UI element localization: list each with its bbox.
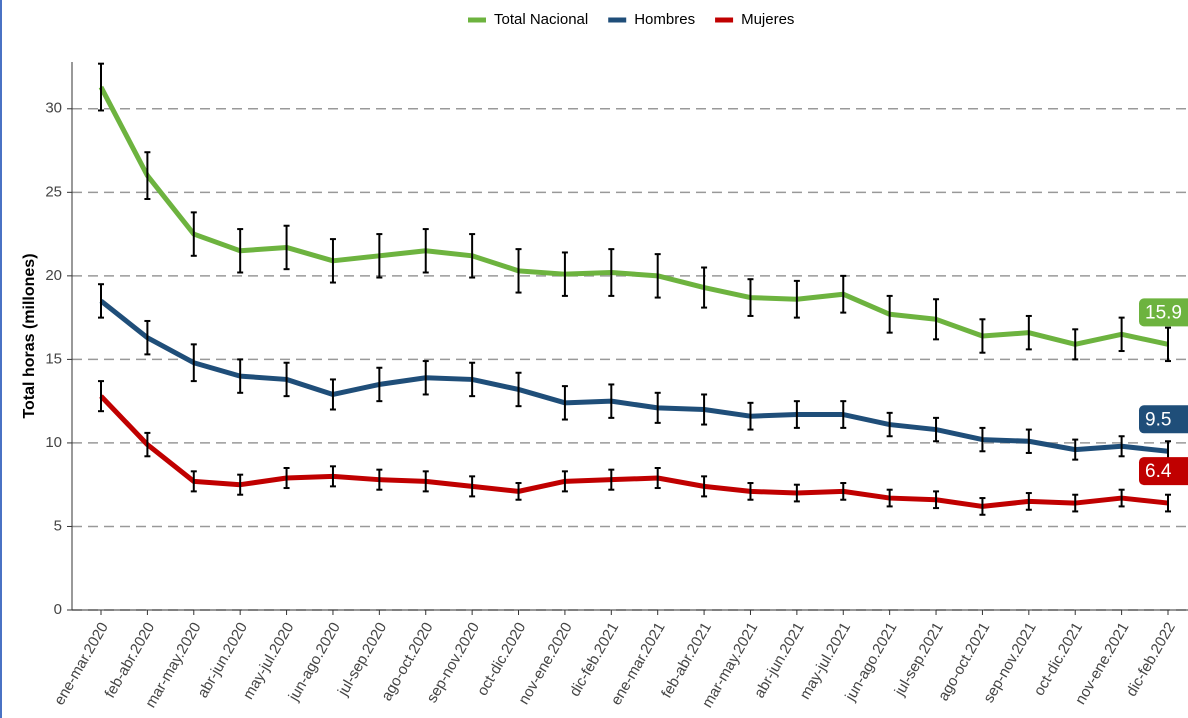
error-bar <box>1072 328 1079 361</box>
error-bar <box>469 233 476 279</box>
error-bar <box>793 400 800 429</box>
error-bar <box>747 401 754 431</box>
x-tick-label: dic-feb.2022 <box>1123 619 1179 699</box>
error-bar <box>608 248 615 297</box>
error-bar <box>608 468 615 491</box>
error-bar <box>98 380 104 413</box>
y-tick-label: 25 <box>45 183 62 200</box>
y-tick-label: 20 <box>45 267 62 284</box>
error-bar <box>747 482 754 501</box>
error-bar <box>376 233 383 279</box>
error-bar <box>515 248 522 294</box>
y-tick-label: 15 <box>45 350 62 367</box>
error-bar <box>283 466 290 490</box>
legend-label: Mujeres <box>741 11 794 28</box>
error-bar <box>144 319 151 356</box>
error-bar <box>840 482 847 501</box>
y-axis-label: Total horas (millones) <box>21 253 38 418</box>
error-bar <box>98 62 104 112</box>
error-bar <box>469 475 476 498</box>
error-bar <box>376 366 383 403</box>
error-bar <box>1165 326 1171 363</box>
error-bar <box>144 431 151 458</box>
end-label-box <box>1139 298 1188 327</box>
error-bar <box>190 211 197 257</box>
error-bar <box>237 358 244 394</box>
error-bar <box>933 416 940 443</box>
error-bar <box>979 426 986 453</box>
error-bar <box>793 483 800 503</box>
error-bar <box>237 228 244 274</box>
error-bar <box>1118 435 1125 458</box>
error-bar <box>1072 438 1079 461</box>
error-bar <box>1118 316 1125 353</box>
error-bar <box>144 151 151 200</box>
legend-label: Total Nacional <box>494 11 588 28</box>
error-bar <box>701 475 708 498</box>
error-bar <box>422 470 429 493</box>
error-bar <box>979 318 986 354</box>
error-bar <box>747 278 754 317</box>
error-bar <box>376 468 383 491</box>
error-bar <box>422 360 429 396</box>
end-label: 9.5 <box>1145 409 1171 430</box>
error-bar <box>283 361 290 398</box>
error-bar <box>654 391 661 424</box>
error-bar <box>190 470 197 493</box>
error-bar <box>608 383 615 419</box>
end-label-box <box>1139 405 1188 434</box>
series-line <box>98 85 1169 347</box>
error-bar <box>886 411 893 438</box>
error-bar <box>1025 314 1032 351</box>
error-bar <box>1165 493 1171 513</box>
error-bar <box>515 371 522 408</box>
error-bar <box>1072 493 1079 513</box>
error-bar <box>469 361 476 398</box>
end-label-box <box>1139 457 1188 486</box>
error-bar <box>561 251 568 297</box>
error-bar <box>515 482 522 501</box>
error-bar <box>561 385 568 421</box>
y-tick-label: 0 <box>54 601 62 618</box>
error-bar <box>840 274 847 314</box>
error-bar <box>701 266 708 309</box>
error-bar <box>1118 488 1125 508</box>
series-line <box>99 394 1169 509</box>
error-bar <box>701 393 708 426</box>
error-bar <box>654 253 661 299</box>
y-tick-label: 5 <box>54 517 62 534</box>
error-bar <box>422 228 429 274</box>
error-bar <box>793 279 800 319</box>
error-bar <box>283 224 290 271</box>
error-bar <box>933 490 940 510</box>
error-bar <box>561 470 568 493</box>
error-bar <box>933 298 940 341</box>
error-bar <box>237 473 244 496</box>
error-bar <box>654 466 661 490</box>
error-bar <box>886 488 893 508</box>
error-bar <box>1025 492 1032 511</box>
series-line <box>99 298 1169 454</box>
error-bar <box>1025 428 1032 454</box>
error-bar <box>329 465 336 488</box>
y-tick-label: 30 <box>45 100 62 117</box>
legend-label: Hombres <box>634 11 695 28</box>
error-bar <box>329 238 336 284</box>
end-label: 15.9 <box>1145 302 1182 323</box>
error-bar <box>190 343 197 383</box>
error-bar <box>329 378 336 411</box>
error-bar <box>979 497 986 516</box>
error-bar <box>98 283 104 319</box>
x-tick-label: ene-mar.2020 <box>51 619 112 708</box>
end-label: 6.4 <box>1145 461 1172 482</box>
y-tick-label: 10 <box>45 434 62 451</box>
error-bar <box>886 294 893 334</box>
error-bar <box>840 400 847 429</box>
